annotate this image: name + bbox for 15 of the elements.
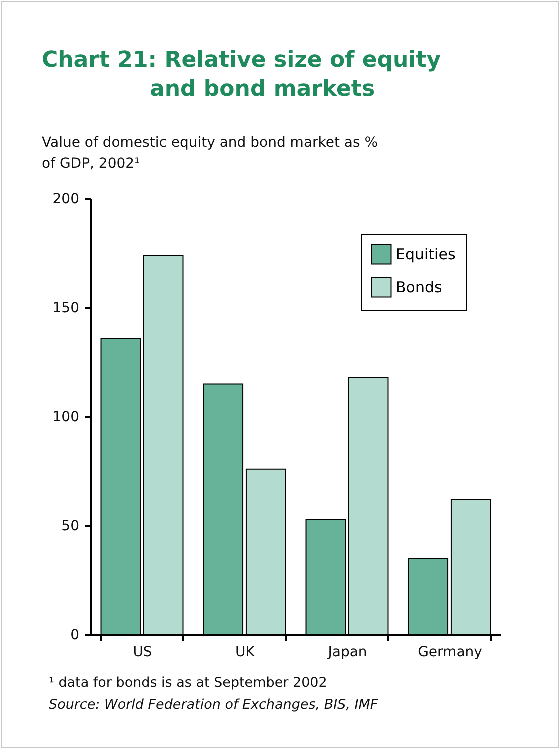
y-tick-label: 0: [70, 628, 80, 644]
legend-label: Equities: [396, 246, 456, 264]
y-tick-label: 200: [52, 192, 80, 208]
y-tick-label: 100: [52, 410, 80, 426]
x-tick-label: UK: [236, 644, 256, 660]
y-axis-title: Value of domestic equity and bond market as % of GDP, 2002¹: [42, 134, 380, 174]
text: ¹ data for bonds is as at September 2002: [49, 674, 328, 693]
chart-title: Chart 21: Relative size of equity and bond markets: [42, 47, 442, 104]
y-tick-label: 50: [62, 518, 80, 534]
x-tick-label: Japan: [327, 644, 368, 660]
legend-label: Bonds: [396, 278, 442, 296]
source-note: Source: World Federation of Exchanges, BIS, IMF: [49, 696, 378, 715]
y-tick-label: 150: [52, 300, 80, 316]
x-tick-label: Germany: [418, 644, 482, 660]
x-tick-label: US: [133, 644, 152, 660]
